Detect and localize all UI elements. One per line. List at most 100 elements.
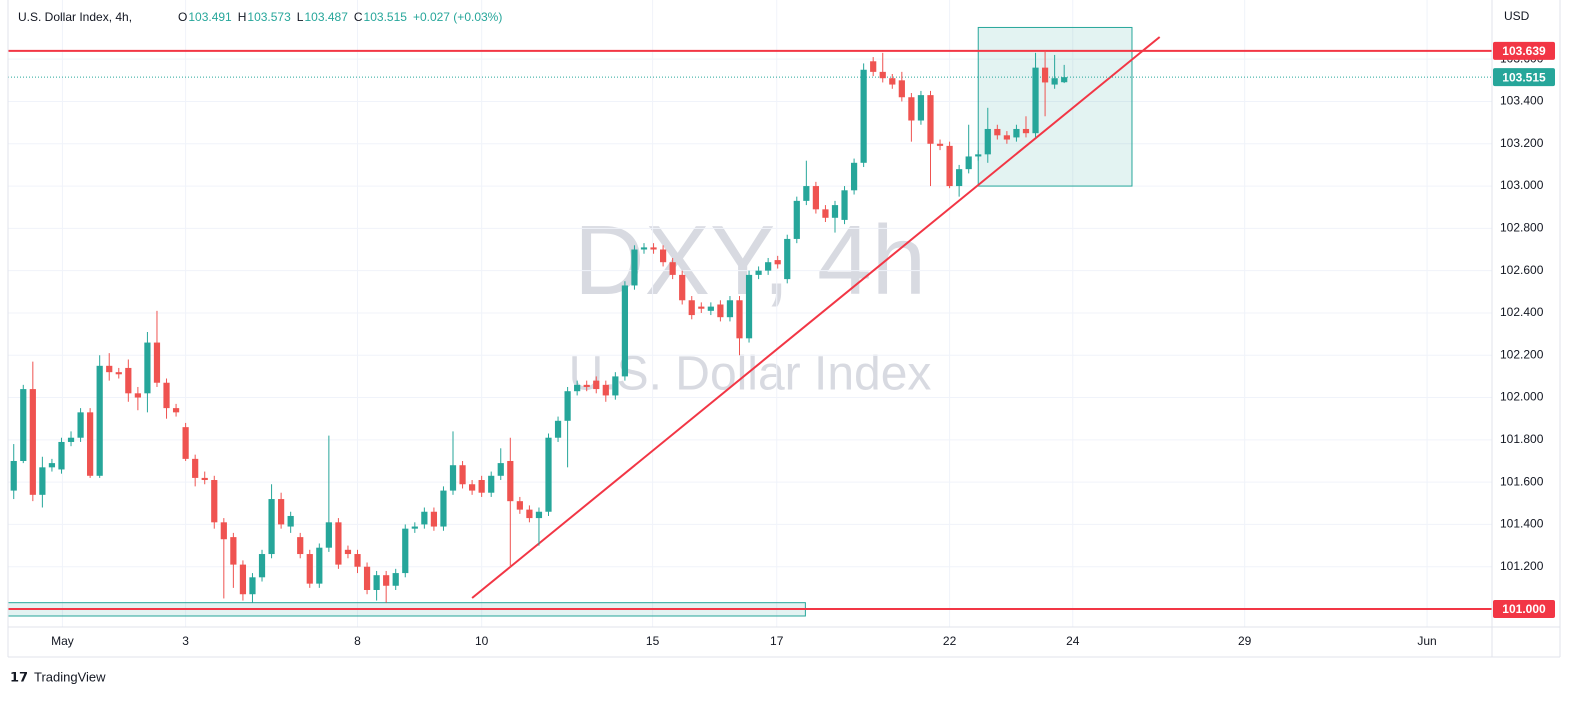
x-tick-label: 24: [1066, 634, 1080, 648]
candle-body: [1051, 78, 1058, 85]
candle-body: [344, 549, 352, 555]
candle-body: [612, 376, 619, 396]
y-tick-label: 102.800: [1500, 221, 1544, 235]
candle-body: [1003, 135, 1010, 140]
ohlc-label: C: [354, 10, 363, 24]
candle-body: [956, 169, 963, 187]
y-tick-label: 101.800: [1500, 432, 1544, 446]
candle-body: [631, 249, 638, 286]
drawings: [7, 26, 1492, 617]
candle-body: [201, 477, 208, 481]
price-label: 101.000: [1502, 602, 1546, 616]
x-tick-label: 8: [354, 634, 361, 648]
candle-body: [316, 547, 323, 584]
candle-body: [39, 467, 46, 495]
ohlc-label: L: [297, 10, 304, 24]
candle-body: [1013, 128, 1020, 138]
candle-body: [249, 577, 256, 595]
candle-body: [554, 420, 562, 438]
candle-body: [430, 511, 438, 527]
candle-body: [96, 365, 103, 476]
candle-body: [688, 300, 695, 316]
brand-name: TradingView: [34, 669, 106, 684]
candle-body: [287, 515, 294, 527]
candle-body: [1022, 128, 1030, 134]
candle-body: [278, 499, 285, 525]
axes: USD 101.200101.400101.600101.800102.0001…: [7, 0, 1561, 658]
candle-body: [765, 262, 772, 271]
x-tick-label: 3: [182, 634, 189, 648]
candle-body: [488, 475, 495, 493]
ohlc-label: H: [238, 10, 247, 24]
candle-body: [803, 186, 810, 201]
y-tick-label: 101.200: [1500, 559, 1544, 573]
candle-body: [10, 460, 17, 491]
ohlc-value: 103.491: [188, 10, 232, 24]
candle-body: [144, 342, 151, 394]
header: U.S. Dollar Index, 4h, O 103.491 H 103.573 L…: [18, 10, 502, 24]
candle-body: [230, 537, 237, 565]
candles: [10, 50, 1068, 603]
candle-body: [421, 511, 428, 525]
candle-body: [134, 393, 141, 398]
ohlc-label: O: [178, 10, 187, 24]
candle-body: [917, 95, 925, 121]
candle-body: [363, 566, 371, 590]
symbol: U.S. Dollar Index, 4h,: [18, 10, 132, 24]
candle-body: [898, 80, 905, 98]
price-label-box: [1493, 600, 1555, 619]
candle-body: [58, 441, 65, 470]
candle-body: [526, 509, 533, 519]
candle-body: [889, 78, 896, 85]
candle-body: [449, 465, 457, 491]
y-tick-label: 103.200: [1500, 136, 1544, 150]
candle-body: [335, 522, 342, 565]
candle-body: [211, 480, 218, 523]
candle-body: [507, 460, 514, 502]
candle-body: [220, 522, 227, 540]
price-label-box: [1493, 41, 1555, 60]
candle-body: [593, 380, 600, 390]
price-label: 103.639: [1502, 44, 1546, 58]
candle-body: [297, 537, 304, 555]
candle-body: [497, 463, 504, 476]
y-tick-label: 103.000: [1500, 178, 1544, 192]
candle-body: [726, 300, 734, 318]
ohlc-value: 103.515: [364, 10, 408, 24]
candle-body: [755, 270, 762, 275]
candle-body: [239, 564, 247, 595]
candle-body: [1041, 67, 1049, 83]
candle-body: [306, 554, 313, 584]
candle-body: [115, 372, 122, 375]
candle-body: [354, 554, 361, 567]
y-tick-label: 102.200: [1500, 347, 1544, 361]
watermark-name: U.S. Dollar Index: [569, 348, 932, 401]
x-tick-label: 22: [943, 634, 957, 648]
candle-body: [870, 61, 877, 72]
candle-body: [975, 154, 982, 157]
y-tick-label: 102.600: [1500, 263, 1544, 277]
candle-body: [908, 97, 915, 121]
candle-body: [850, 162, 858, 191]
brand: 𝟭𝟳 TradingView: [10, 669, 106, 684]
change: +0.027 (+0.03%): [413, 10, 502, 24]
candle-body: [268, 499, 275, 555]
candle-body: [784, 238, 791, 280]
candle-body: [153, 342, 161, 383]
y-tick-label: 102.000: [1500, 390, 1544, 404]
candle-body: [163, 382, 170, 409]
y-tick-label: 101.400: [1500, 517, 1544, 531]
candle-body: [459, 465, 466, 485]
candle-body: [1032, 67, 1039, 134]
candle-body: [745, 274, 753, 339]
candle-body: [48, 463, 56, 468]
price-labels: 103.639 101.000 103.515: [1493, 41, 1555, 619]
candle-body: [383, 575, 390, 586]
candle-body: [77, 412, 84, 438]
candle-body: [182, 427, 189, 459]
candle-body: [707, 306, 714, 311]
zone: [977, 26, 1133, 187]
candle-body: [946, 145, 953, 187]
